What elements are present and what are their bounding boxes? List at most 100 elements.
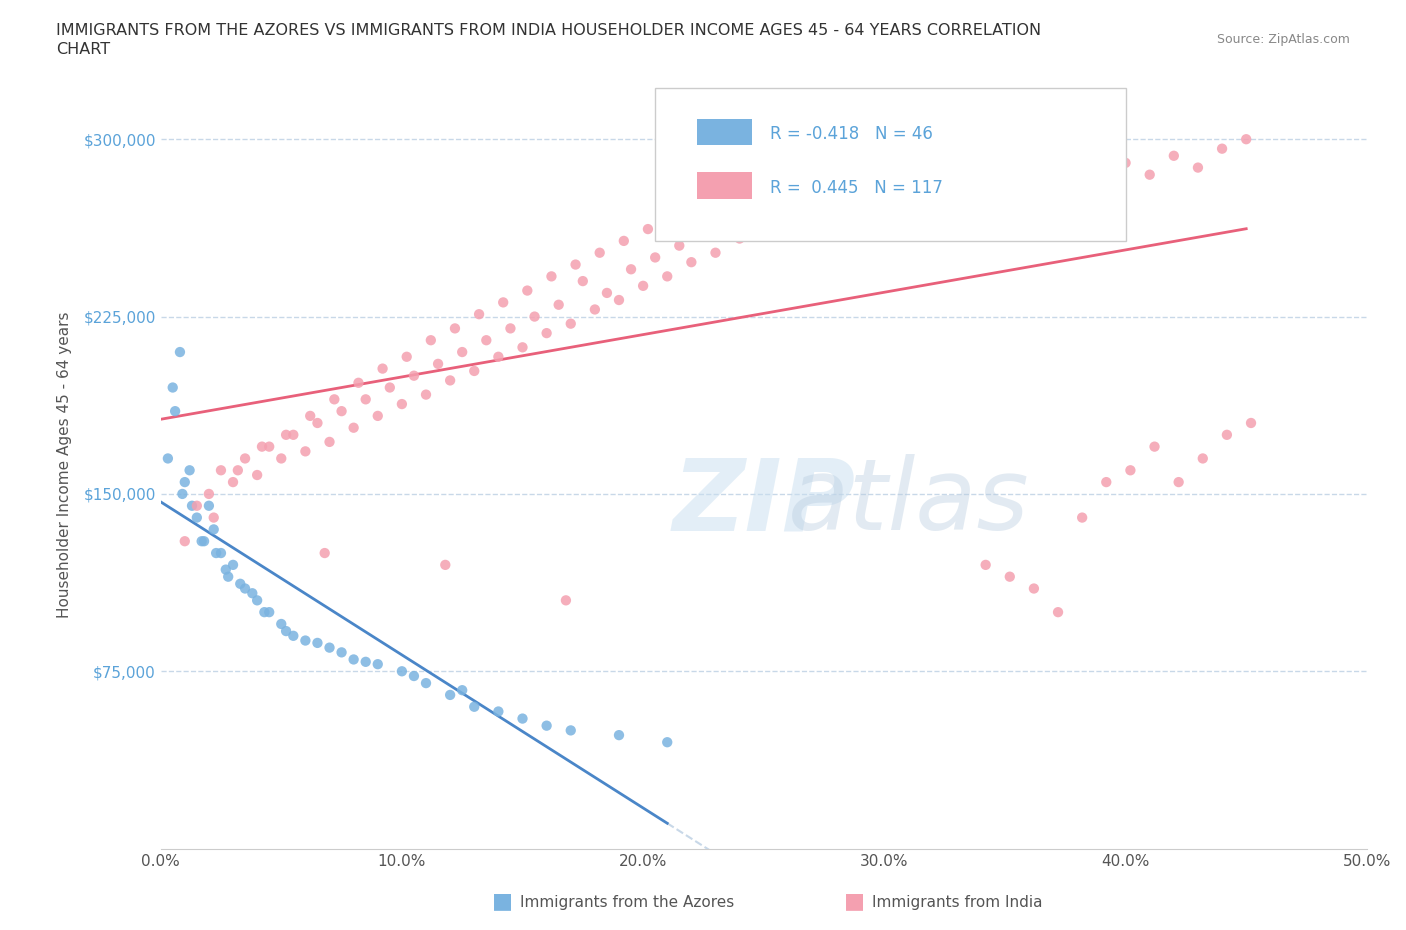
Point <box>162 380 184 395</box>
Point <box>950 198 973 213</box>
Point <box>877 195 900 210</box>
Point <box>945 195 967 210</box>
Point <box>927 172 949 187</box>
Point <box>439 687 461 702</box>
Point <box>415 387 437 402</box>
Point <box>240 586 263 601</box>
Point <box>1066 160 1088 175</box>
Point <box>222 474 245 489</box>
Point <box>825 198 848 213</box>
Text: Immigrants from the Azores: Immigrants from the Azores <box>520 895 734 910</box>
Point <box>463 699 485 714</box>
Point <box>970 179 993 194</box>
Point <box>343 420 366 435</box>
Point <box>354 655 377 670</box>
Point <box>444 321 467 336</box>
Point <box>560 723 582 737</box>
Point <box>378 380 401 395</box>
Bar <box>697 118 752 145</box>
Point <box>806 191 828 206</box>
Point <box>657 269 679 284</box>
Point <box>283 629 305 644</box>
Point <box>776 221 799 236</box>
Point <box>540 269 562 284</box>
Point <box>186 498 208 513</box>
Point <box>1191 451 1213 466</box>
Point <box>733 177 755 192</box>
Point <box>209 463 232 478</box>
Point <box>451 345 474 360</box>
Point <box>536 326 558 340</box>
Point <box>994 172 1017 187</box>
Point <box>661 210 683 225</box>
Point <box>998 569 1021 584</box>
Point <box>1022 581 1045 596</box>
Point <box>156 451 179 466</box>
Text: R =  0.445   N = 117: R = 0.445 N = 117 <box>769 179 942 197</box>
Point <box>801 210 824 225</box>
Point <box>516 283 538 298</box>
Point <box>198 486 221 501</box>
Point <box>343 652 366 667</box>
Point <box>499 321 522 336</box>
Point <box>1090 179 1112 194</box>
Point <box>849 219 872 234</box>
Point <box>1095 474 1118 489</box>
Point <box>205 546 228 561</box>
Point <box>613 233 636 248</box>
Point <box>169 345 191 360</box>
Point <box>752 203 775 218</box>
Point <box>299 408 322 423</box>
Point <box>173 474 195 489</box>
Point <box>512 339 534 354</box>
Point <box>427 356 450 371</box>
Bar <box>697 172 752 199</box>
Point <box>873 191 896 206</box>
Point <box>367 657 389 671</box>
Point <box>1240 416 1263 431</box>
Point <box>1211 141 1233 156</box>
Point <box>229 577 252 591</box>
Point <box>1167 474 1189 489</box>
Point <box>257 604 280 619</box>
Point <box>439 373 461 388</box>
Point <box>257 439 280 454</box>
Text: Source: ZipAtlas.com: Source: ZipAtlas.com <box>1216 33 1350 46</box>
Point <box>294 633 316 648</box>
Text: atlas: atlas <box>787 454 1029 551</box>
Point <box>692 226 714 241</box>
Point <box>314 546 336 561</box>
Point <box>644 250 666 265</box>
Point <box>512 711 534 726</box>
Point <box>451 683 474 698</box>
Point <box>492 295 515 310</box>
Point <box>596 286 619 300</box>
Point <box>583 302 606 317</box>
Point <box>323 392 346 406</box>
Point <box>246 593 269 608</box>
Point <box>903 184 925 199</box>
Point <box>1143 439 1166 454</box>
Point <box>165 404 187 418</box>
Point <box>318 434 340 449</box>
Point <box>391 664 413 679</box>
Point <box>486 704 509 719</box>
Point <box>347 376 370 391</box>
Point <box>250 439 273 454</box>
Point <box>274 624 297 639</box>
Point <box>657 735 679 750</box>
Text: ■: ■ <box>844 891 865 910</box>
Point <box>215 562 238 577</box>
Point <box>1018 189 1040 204</box>
Point <box>1216 428 1239 443</box>
Point <box>830 179 852 194</box>
Point <box>402 669 425 684</box>
Point <box>202 522 225 537</box>
Point <box>226 463 249 478</box>
Point <box>307 416 329 431</box>
Point <box>704 246 727 260</box>
Point <box>1234 132 1257 147</box>
Point <box>270 451 292 466</box>
Point <box>555 593 578 608</box>
Text: ZIP: ZIP <box>672 454 855 551</box>
